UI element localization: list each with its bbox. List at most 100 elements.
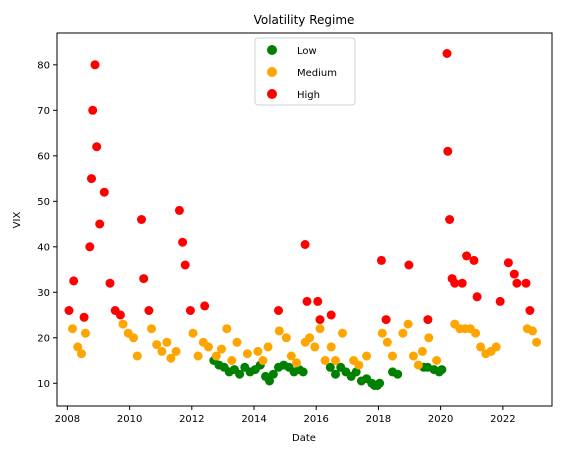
point-high xyxy=(376,255,386,265)
y-tick-label: 80 xyxy=(37,60,50,71)
point-medium xyxy=(476,342,486,352)
legend-box xyxy=(254,37,356,106)
y-tick-label: 30 xyxy=(37,288,50,299)
point-medium xyxy=(152,340,162,350)
point-high xyxy=(404,260,414,270)
plot-frame xyxy=(56,32,553,407)
point-medium xyxy=(310,342,320,352)
point-medium xyxy=(382,337,392,347)
y-tick-label: 70 xyxy=(37,106,50,117)
point-high xyxy=(85,242,95,252)
point-medium xyxy=(211,351,221,361)
point-low xyxy=(331,369,340,379)
point-low xyxy=(351,367,361,377)
point-high xyxy=(457,278,467,288)
point-low xyxy=(325,362,335,372)
point-low xyxy=(437,365,447,375)
x-tick-label: 2012 xyxy=(179,414,204,425)
point-medium xyxy=(118,319,128,329)
point-medium xyxy=(315,324,325,334)
point-medium xyxy=(162,337,172,347)
point-low xyxy=(265,376,274,386)
point-high xyxy=(509,269,519,279)
point-medium xyxy=(326,342,336,352)
point-medium xyxy=(292,358,301,368)
point-medium xyxy=(253,346,263,356)
point-medium xyxy=(432,356,442,365)
point-high xyxy=(174,205,184,215)
point-medium xyxy=(68,324,77,334)
point-high xyxy=(462,251,472,261)
point-medium xyxy=(132,351,142,361)
point-high xyxy=(180,260,190,270)
legend-marker-low xyxy=(267,45,277,55)
point-medium xyxy=(157,346,167,356)
point-medium xyxy=(217,344,226,354)
point-medium xyxy=(263,342,273,352)
y-tick-label: 40 xyxy=(37,242,50,253)
points-layer xyxy=(64,49,542,390)
point-high xyxy=(326,310,336,320)
chart-title: Volatility Regime xyxy=(254,13,355,27)
point-medium xyxy=(232,337,242,347)
point-medium xyxy=(286,351,296,361)
point-high xyxy=(185,306,195,315)
point-high xyxy=(144,306,154,315)
point-low xyxy=(375,378,385,388)
point-medium xyxy=(305,333,315,343)
point-medium xyxy=(417,346,427,356)
point-high xyxy=(512,278,522,288)
point-medium xyxy=(331,356,340,365)
point-high xyxy=(115,310,125,320)
legend-label-low: Low xyxy=(297,46,317,57)
series-medium xyxy=(68,319,542,370)
point-high xyxy=(450,278,460,288)
point-high xyxy=(442,49,452,58)
point-medium xyxy=(424,333,434,343)
point-medium xyxy=(491,342,501,352)
point-low xyxy=(298,367,308,377)
point-high xyxy=(469,255,479,265)
y-tick-label: 20 xyxy=(37,333,50,344)
point-medium xyxy=(73,342,83,352)
point-medium xyxy=(362,351,372,361)
y-tick-label: 10 xyxy=(37,379,50,390)
series-high xyxy=(64,49,535,325)
point-medium xyxy=(408,351,418,361)
point-high xyxy=(90,60,100,70)
point-medium xyxy=(320,356,330,365)
legend-marker-high xyxy=(267,89,277,99)
point-low xyxy=(235,369,245,379)
point-medium xyxy=(471,328,481,338)
point-high xyxy=(315,315,325,325)
point-medium xyxy=(242,349,252,359)
legend: Low Medium High xyxy=(254,37,356,106)
point-medium xyxy=(204,342,213,352)
legend-marker-medium xyxy=(267,67,277,77)
point-high xyxy=(443,146,453,156)
y-tick-label: 60 xyxy=(37,151,50,162)
point-medium xyxy=(354,360,364,370)
point-high xyxy=(137,215,146,224)
point-high xyxy=(139,274,149,284)
point-high xyxy=(445,215,455,224)
point-high xyxy=(300,240,310,249)
x-tick-label: 2008 xyxy=(55,414,80,425)
point-high xyxy=(472,292,482,302)
point-high xyxy=(503,258,513,268)
point-high xyxy=(521,278,531,288)
point-medium xyxy=(398,328,408,338)
point-medium xyxy=(403,319,413,329)
point-high xyxy=(302,296,312,306)
point-high xyxy=(69,276,79,286)
point-high xyxy=(495,296,505,306)
point-high xyxy=(423,315,433,325)
legend-label-high: High xyxy=(297,90,320,101)
point-high xyxy=(381,315,391,325)
x-tick-label: 2010 xyxy=(117,414,142,425)
point-medium xyxy=(188,328,198,338)
y-axis-label: VIX xyxy=(12,212,23,229)
point-high xyxy=(105,278,115,288)
legend-label-medium: Medium xyxy=(297,68,337,79)
